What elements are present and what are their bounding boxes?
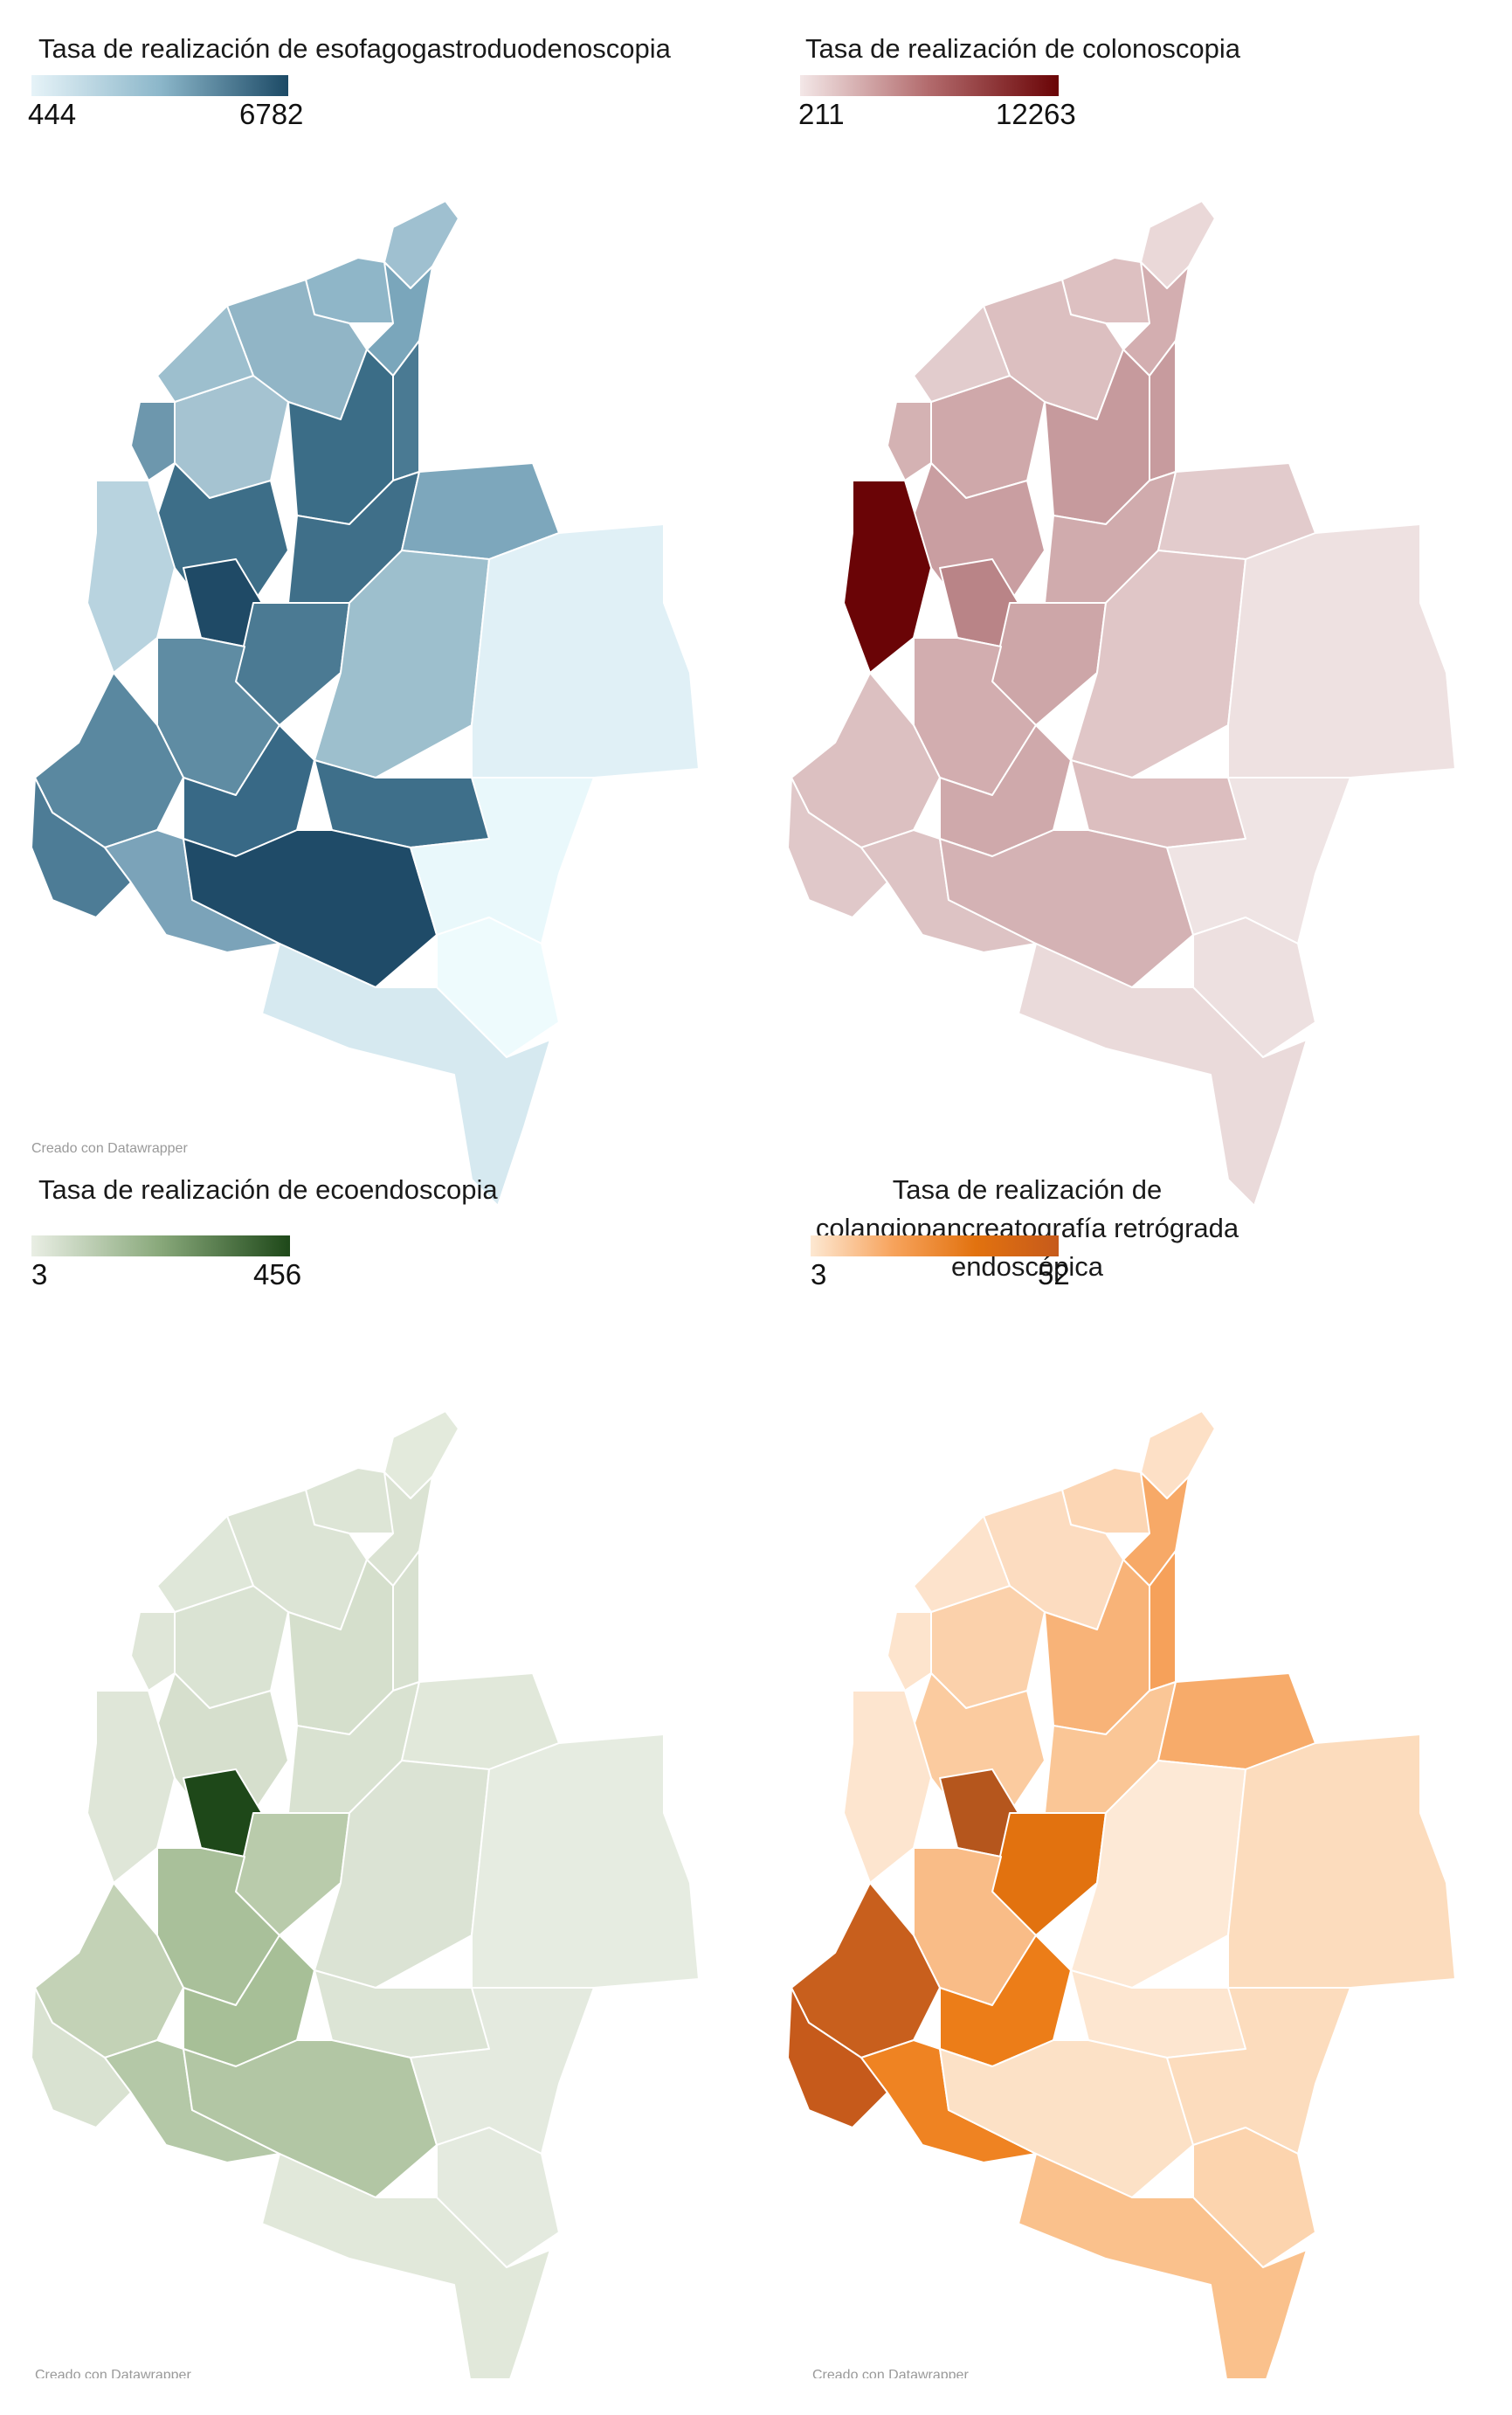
datawrapper-credit: Creado con Datawrapper [31,1141,188,1156]
legend-max-value: 6782 [239,98,304,130]
region-sucre [156,1515,254,1613]
legend-max-value: 12263 [996,98,1076,130]
legend-max-value: 456 [253,1258,302,1291]
map-panel-esofagogastroduodenoscopia: Tasa de realización de esofagogastroduod… [0,0,756,1208]
region-choco [843,480,932,674]
region-uraba [130,1611,176,1692]
region-choco [86,1690,176,1884]
region-uraba [887,401,932,481]
region-amazonas [1018,2153,1308,2378]
legend-min-value: 3 [811,1258,827,1291]
panel-title: Tasa de realización de ecoendoscopia [38,1174,498,1205]
region-casanare-meta [314,1760,490,1989]
color-legend-bar [31,1235,290,1256]
choropleth-map [31,1410,700,2378]
map-panel-colonoscopia: Tasa de realización de colonoscopia 211 … [756,0,1512,1208]
panel-title: Tasa de realización de colangiopancreato… [815,1174,1239,1282]
legend-min-value: 444 [28,98,77,130]
map-panel-ecoendoscopia: Tasa de realización de ecoendoscopia 3 4… [0,1171,756,2378]
map-regions [31,1410,700,2378]
region-choco [843,1690,932,1884]
region-sucre [913,305,1011,403]
panel-title: Tasa de realización de esofagogastroduod… [38,33,671,64]
legend-min-value: 211 [798,98,845,130]
choropleth-map [787,1410,1456,2378]
region-vichada [1227,1733,1456,1989]
datawrapper-credit: Creado con Datawrapper [35,2368,191,2378]
region-sucre [913,1515,1011,1613]
choropleth-map [31,200,700,1207]
region-choco [86,480,176,674]
color-legend-bar [31,75,288,96]
legend-min-value: 3 [31,1258,48,1291]
region-casanare-meta [1070,550,1246,778]
region-amazonas [261,943,551,1207]
panel-title: Tasa de realización de colonoscopia [805,33,1241,64]
region-uraba [130,401,176,481]
region-narino [31,777,132,918]
region-vichada [471,1733,700,1989]
region-vichada [471,523,700,778]
map-regions [787,1410,1456,2378]
map-regions [787,200,1456,1207]
region-casanare-meta [314,550,490,778]
datawrapper-credit: Creado con Datawrapper [812,2368,969,2378]
region-narino [787,1987,888,2128]
region-narino [31,1987,132,2128]
choropleth-map [787,200,1456,1207]
map-panel-cpre: Tasa de realización de colangiopancreato… [756,1171,1512,2378]
region-narino [787,777,888,918]
region-sucre [156,305,254,403]
region-uraba [887,1611,932,1692]
region-amazonas [261,2153,551,2378]
region-vichada [1227,523,1456,778]
map-regions [31,200,700,1207]
region-casanare-meta [1070,1760,1246,1989]
legend-max-value: 52 [1038,1258,1070,1291]
color-legend-bar [800,75,1059,96]
color-legend-bar [811,1235,1059,1256]
region-amazonas [1018,943,1308,1207]
